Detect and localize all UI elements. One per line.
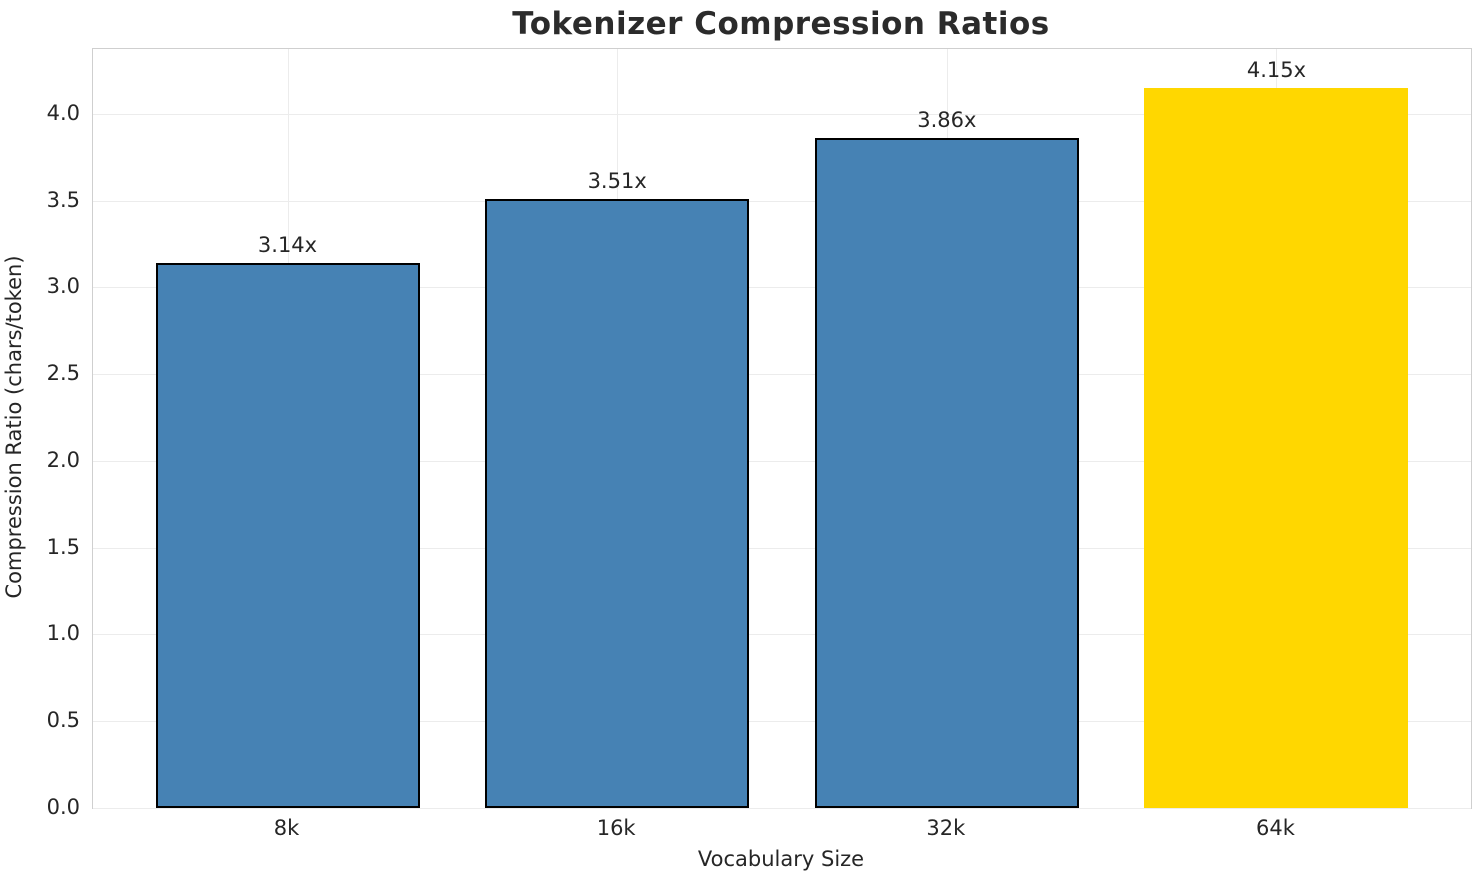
y-axis-label: Compression Ratio (chars/token) <box>2 255 26 599</box>
x-axis-label: Vocabulary Size <box>697 847 865 871</box>
gridline-h <box>93 113 1471 115</box>
y-tick-label: 2.5 <box>46 361 80 386</box>
bar-value-label: 3.51x <box>587 168 647 193</box>
y-tick-label: 1.0 <box>46 621 80 646</box>
x-tick-label: 8k <box>273 816 300 840</box>
y-tick-label: 3.0 <box>46 274 80 299</box>
bar-value-label: 4.15x <box>1246 57 1307 82</box>
y-tick-label: 2.0 <box>46 447 80 472</box>
bar-8k <box>155 263 420 808</box>
y-tick-label: 0.5 <box>46 708 80 733</box>
bar-value-label: 3.14x <box>257 233 318 258</box>
y-tick-label: 1.5 <box>46 534 80 559</box>
bar-32k <box>814 138 1079 808</box>
gridline-h <box>93 808 1471 809</box>
gridline-h <box>93 547 1471 549</box>
gridline-h <box>93 287 1471 289</box>
x-tick-label: 64k <box>1256 816 1295 840</box>
gridline-h <box>93 721 1471 723</box>
gridline-h <box>93 374 1471 376</box>
bar-value-label: 3.86x <box>917 108 977 133</box>
y-tick-label: 4.0 <box>46 100 80 125</box>
gridline-h <box>93 460 1471 462</box>
chart-title: Tokenizer Compression Ratios <box>512 6 1050 42</box>
gridline-h <box>93 634 1471 636</box>
bar-16k <box>485 198 750 808</box>
plot-area: 3.14x 3.51x 3.86x 4.15x <box>92 48 1472 809</box>
y-tick-label: 3.5 <box>46 187 80 212</box>
x-tick-label: 32k <box>926 816 966 840</box>
x-tick-label: 16k <box>596 816 636 840</box>
gridline-h <box>93 200 1471 202</box>
y-tick-label: 0.0 <box>46 795 80 819</box>
bar-64k <box>1144 87 1409 808</box>
